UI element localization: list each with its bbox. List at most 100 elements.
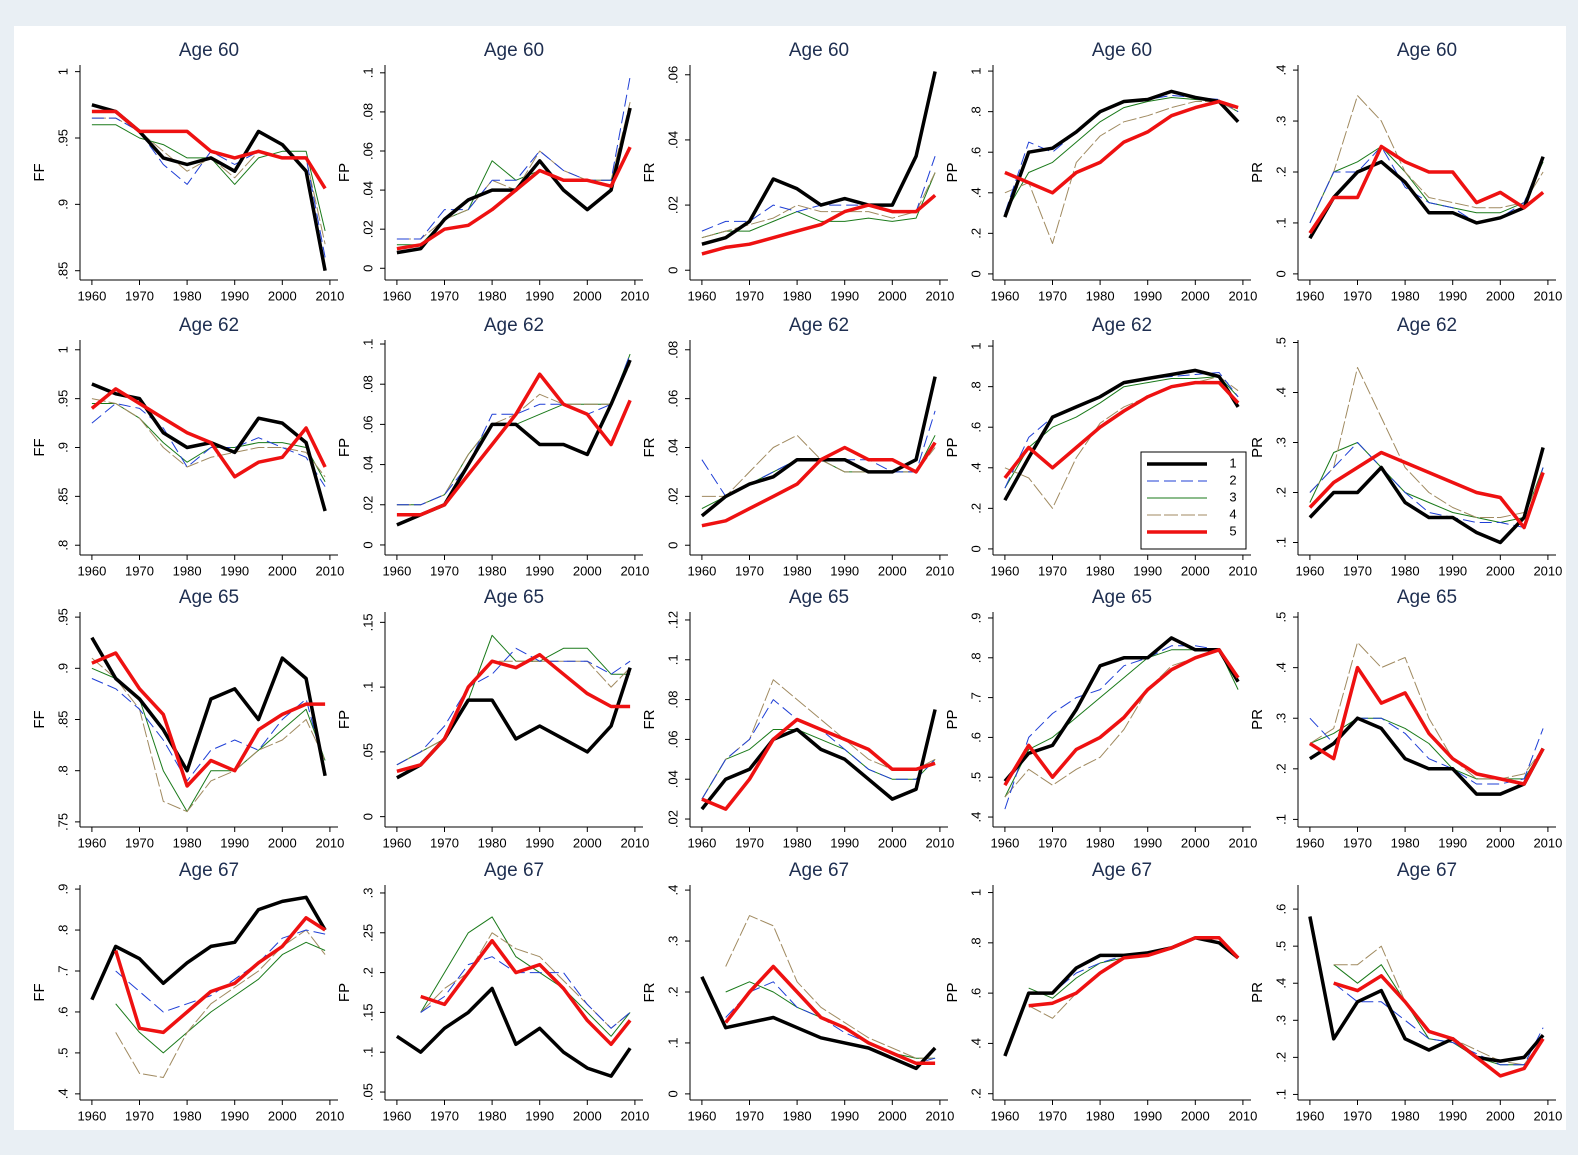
x-tick-label: 1960 [382, 288, 411, 303]
y-tick-label: .8 [968, 937, 983, 948]
y-tick-label: .15 [360, 1003, 375, 1021]
series-line [724, 964, 936, 1066]
series-line [1333, 974, 1545, 1078]
x-tick-label: 2010 [315, 563, 344, 578]
y-tick-label: .6 [55, 1007, 70, 1018]
x-tick-label: 2000 [573, 1108, 602, 1123]
series-line [1004, 101, 1239, 244]
y-axis-label: FR [641, 709, 658, 729]
x-tick-label: 1970 [1038, 1108, 1067, 1123]
panel-title: Age 60 [1092, 40, 1152, 61]
y-tick-label: .85 [55, 262, 70, 280]
series-line [1004, 645, 1239, 810]
y-tick-label: .1 [665, 654, 680, 665]
x-tick-label: 1990 [525, 1108, 554, 1123]
panel: Age 62 FP 0 .02 .04 .06 .08 .1 1960 1970 1980 1990 2… [336, 315, 649, 578]
y-tick-label: 0 [665, 267, 680, 274]
panel-title: Age 62 [1397, 315, 1457, 336]
y-tick-label: .02 [665, 487, 680, 505]
x-tick-label: 1970 [1343, 835, 1372, 850]
y-tick-label: .8 [968, 381, 983, 392]
panel-title: Age 65 [1092, 587, 1152, 608]
panel: Age 65 PP .4 .5 .6 .7 .8 .9 1960 1970 1980 1990 2000… [944, 587, 1257, 850]
series-line [396, 652, 631, 773]
y-tick-label: .25 [360, 924, 375, 942]
x-tick-label: 1960 [77, 835, 106, 850]
series-line [700, 709, 937, 811]
y-tick-label: .02 [665, 196, 680, 214]
x-tick-label: 2000 [1486, 835, 1515, 850]
x-tick-label: 1990 [525, 563, 554, 578]
legend-label: 1 [1229, 455, 1236, 470]
series-line [1309, 442, 1544, 528]
series-line [395, 986, 632, 1078]
y-axis-label: FR [641, 982, 658, 1002]
y-tick-label: .4 [1273, 662, 1288, 673]
x-tick-label: 2010 [620, 288, 649, 303]
y-tick-label: .04 [665, 131, 680, 149]
x-tick-label: 2000 [878, 288, 907, 303]
panel: Age 60 PR 0 .1 .2 .3 .4 1960 1970 1980 1990 2000 201… [1249, 40, 1562, 303]
y-tick-label: .2 [360, 967, 375, 978]
panel-title: Age 60 [179, 40, 239, 61]
panel: Age 67 PR .1 .2 .3 .4 .5 .6 1960 1970 1980 1990 2000… [1249, 860, 1562, 1123]
x-tick-label: 1960 [382, 835, 411, 850]
series-line [1309, 95, 1544, 224]
y-tick-label: .6 [968, 732, 983, 743]
x-tick-label: 2000 [1486, 288, 1515, 303]
x-tick-label: 1980 [173, 563, 202, 578]
x-tick-label: 1960 [990, 1108, 1019, 1123]
series-line [1308, 156, 1545, 240]
x-tick-label: 2000 [878, 1108, 907, 1123]
x-tick-label: 1980 [173, 288, 202, 303]
y-tick-label: .5 [55, 1047, 70, 1058]
panel-title: Age 65 [1397, 587, 1457, 608]
y-tick-label: .08 [360, 103, 375, 121]
x-tick-label: 2010 [1228, 288, 1257, 303]
series-line [1308, 450, 1545, 530]
series-line [1003, 648, 1240, 787]
y-tick-label: .9 [55, 199, 70, 210]
y-tick-label: .6 [1273, 904, 1288, 915]
series-line [701, 71, 937, 246]
y-axis-label: FF [31, 710, 48, 728]
panel: Age 65 FR .02 .04 .06 .08 .1 .12 1960 1970 1980 199… [641, 587, 954, 850]
series-line [420, 938, 632, 1047]
x-tick-label: 1990 [220, 563, 249, 578]
x-tick-label: 2010 [1533, 835, 1562, 850]
y-tick-label: 0 [360, 813, 375, 820]
x-tick-label: 1970 [430, 835, 459, 850]
series-line [1004, 99, 1239, 195]
y-tick-label: .8 [55, 925, 70, 936]
panel: Age 62 PR .1 .2 .3 .4 .5 1960 1970 1980 1990 2000 20… [1249, 315, 1562, 578]
y-tick-label: .3 [360, 888, 375, 899]
y-tick-label: .6 [968, 147, 983, 158]
y-axis-label: FP [336, 163, 353, 182]
y-tick-label: 1 [968, 67, 983, 74]
x-tick-label: 1980 [1086, 1108, 1115, 1123]
panel: Age 67 FR 0 .1 .2 .3 .4 1960 1970 1980 1990 2000 201… [641, 860, 954, 1123]
x-tick-label: 2000 [1181, 563, 1210, 578]
series-line [725, 915, 936, 1059]
y-tick-label: .2 [1273, 487, 1288, 498]
panel-title: Age 67 [1397, 860, 1457, 881]
x-tick-label: 2000 [1486, 563, 1515, 578]
panel: Age 62 FR 0 .02 .04 .06 .08 1960 1970 1980 1990 200… [641, 315, 954, 578]
x-tick-label: 1980 [1391, 288, 1420, 303]
x-tick-label: 2000 [1486, 1108, 1515, 1123]
y-tick-label: .4 [1273, 65, 1288, 76]
series-line [1028, 936, 1240, 1008]
y-tick-label: 1 [55, 346, 70, 353]
y-tick-label: .9 [55, 442, 70, 453]
x-tick-label: 2000 [573, 563, 602, 578]
panel-title: Age 67 [484, 860, 544, 881]
series-line [396, 660, 631, 766]
x-tick-label: 1960 [77, 288, 106, 303]
x-tick-label: 2000 [1181, 288, 1210, 303]
y-tick-label: .06 [360, 142, 375, 160]
series-line [1003, 89, 1240, 218]
series-line [1308, 447, 1545, 545]
y-tick-label: .1 [1273, 218, 1288, 229]
x-tick-label: 1980 [478, 563, 507, 578]
